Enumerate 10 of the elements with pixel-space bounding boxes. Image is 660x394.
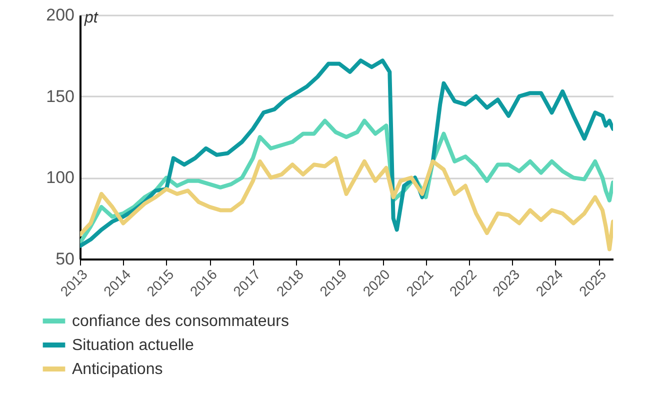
y-tick-label: 200 <box>46 6 74 24</box>
y-axis-title: pt <box>84 10 98 26</box>
legend-label: confiance des consommateurs <box>72 313 289 330</box>
line-series <box>80 58 613 248</box>
y-tick-label: 150 <box>46 86 74 106</box>
y-tick-label: 50 <box>56 250 74 268</box>
line-series <box>80 156 613 252</box>
legend-label: Situation actuelle <box>72 337 194 354</box>
legend-label: Anticipations <box>72 361 163 378</box>
y-tick-label: 100 <box>46 168 74 188</box>
